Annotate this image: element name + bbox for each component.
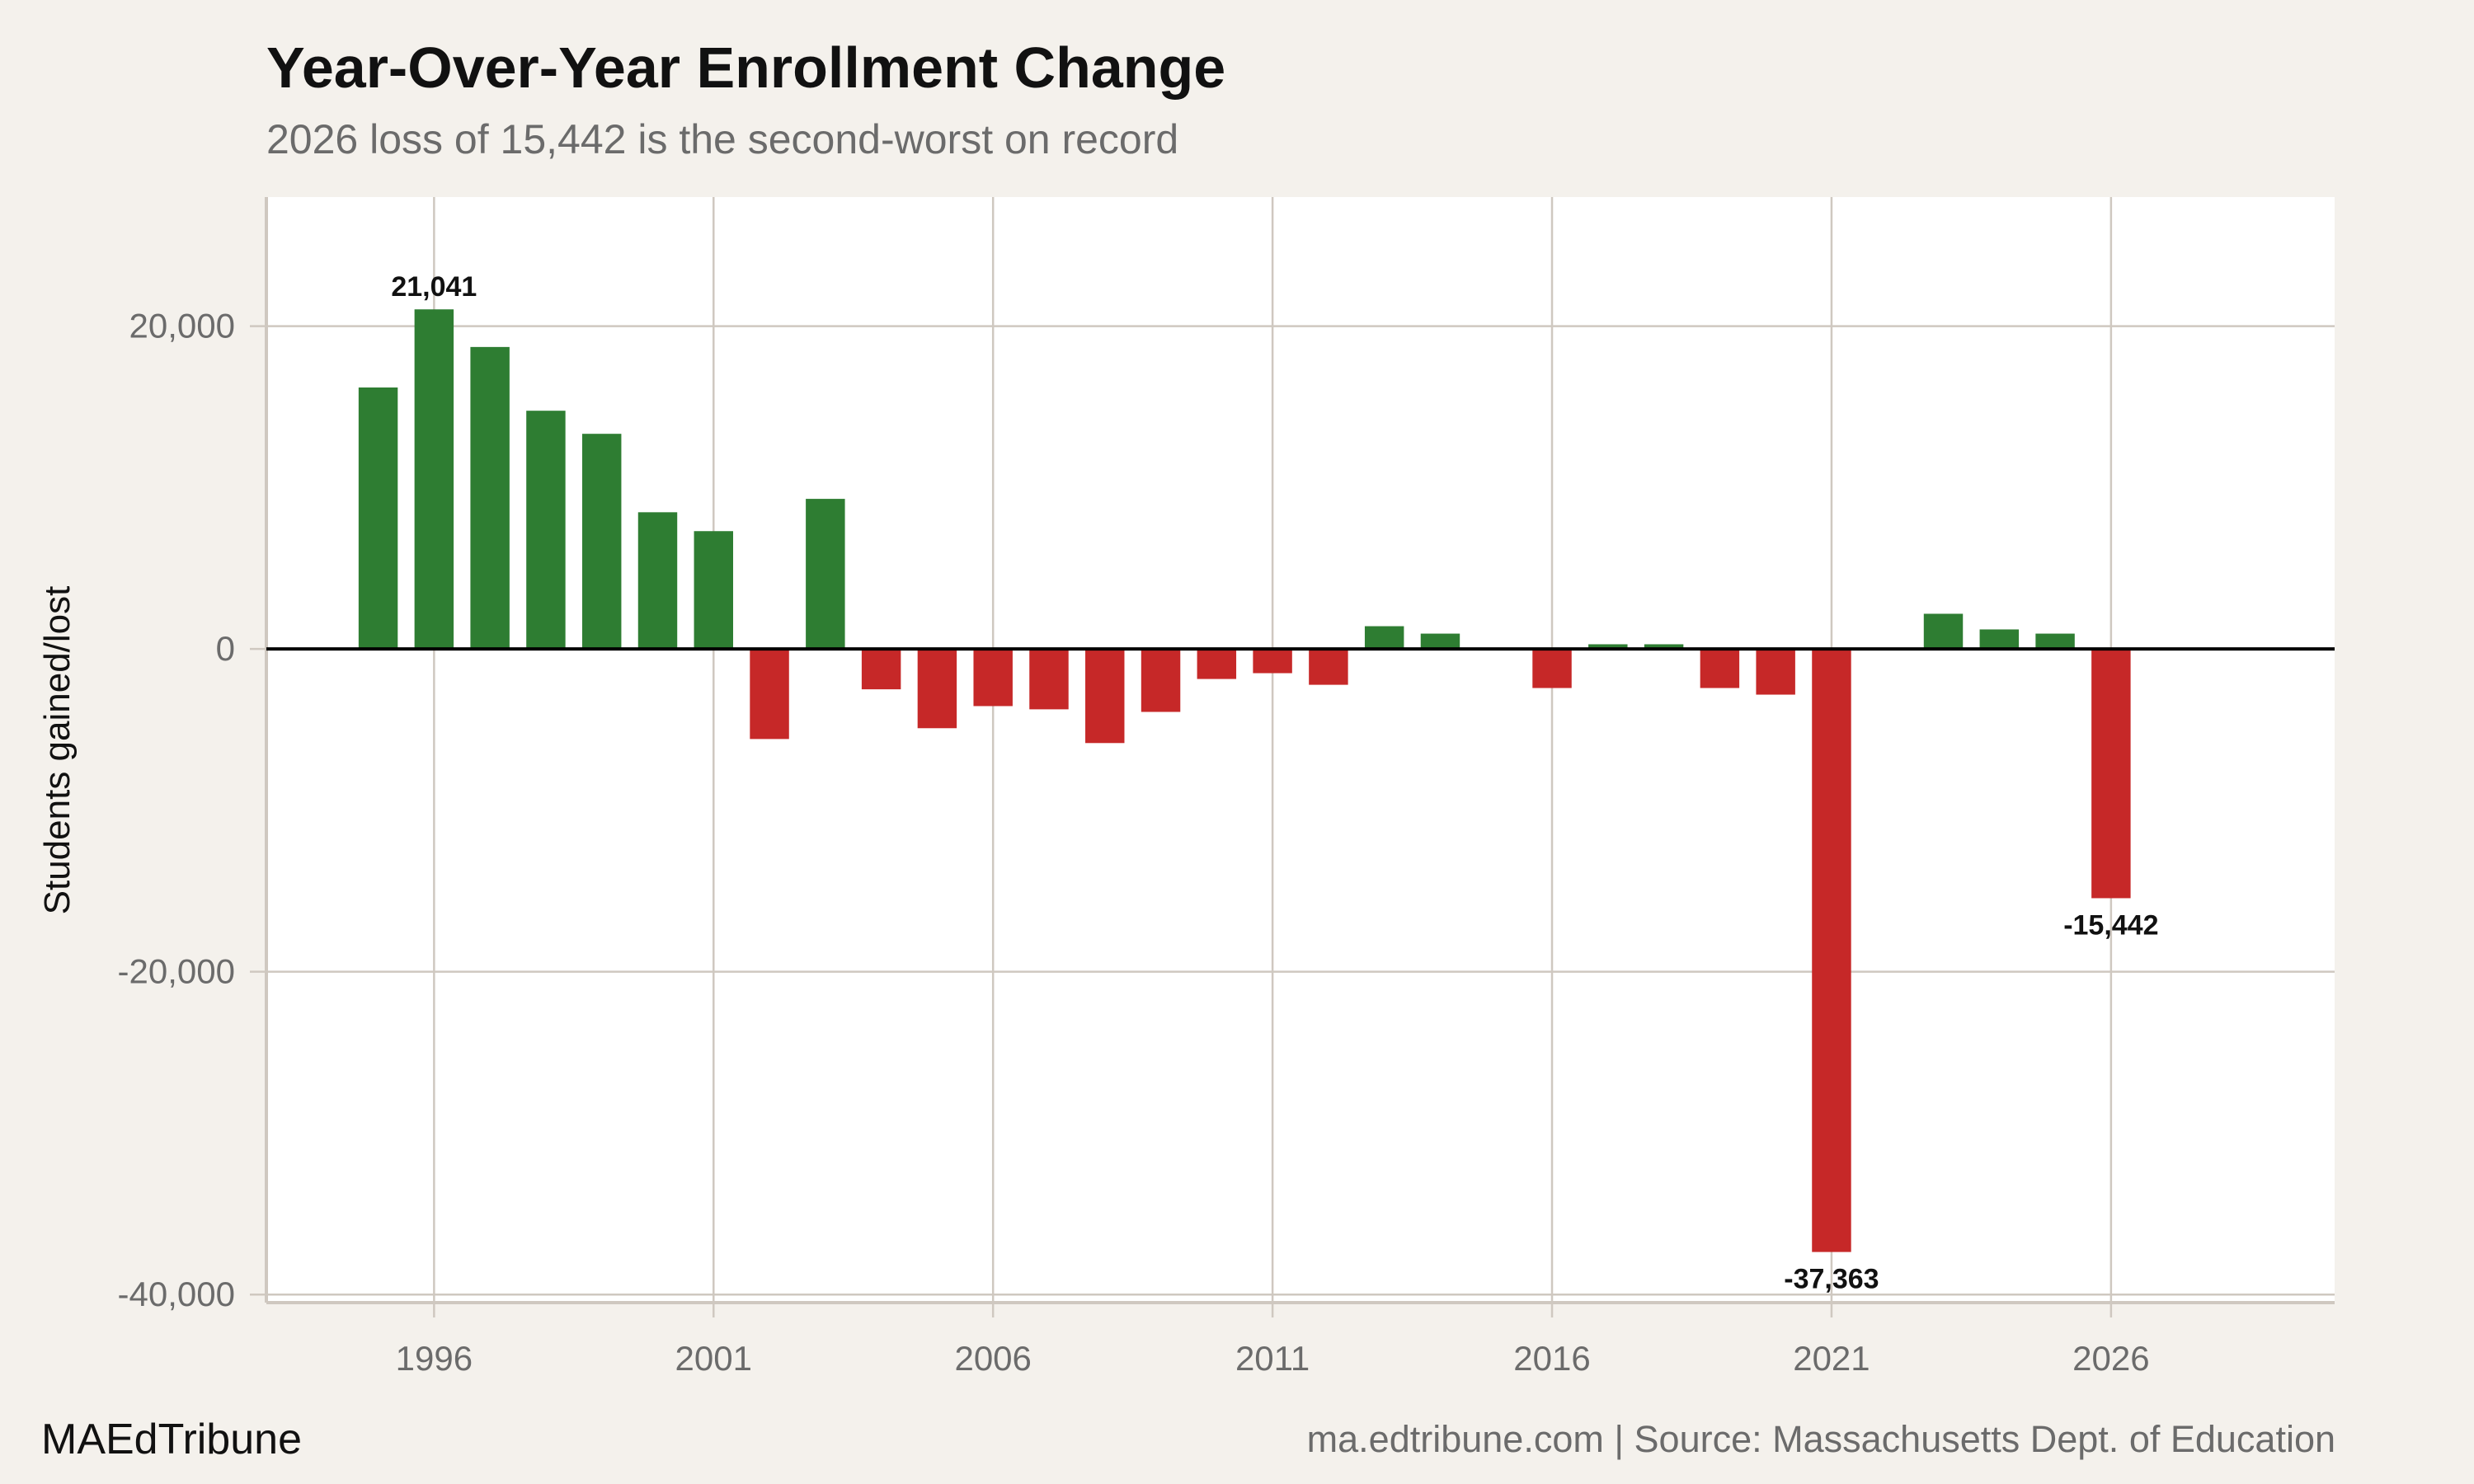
bar-2025: [2035, 633, 2075, 650]
bar-2010: [1197, 649, 1237, 679]
data-label-1996: 21,041: [391, 271, 477, 303]
brand-logo-text: MAEdTribune: [41, 1416, 302, 1463]
x-tick-label: 2021: [1793, 1339, 1870, 1378]
bar-2005: [917, 649, 957, 729]
x-tick-label: 2016: [1513, 1339, 1590, 1378]
x-tick-label: 2001: [675, 1339, 752, 1378]
bar-2020: [1756, 649, 1795, 695]
bar-2017: [1588, 644, 1628, 650]
x-tick-label: 2026: [2072, 1339, 2149, 1378]
bar-1999: [581, 434, 622, 650]
plot-panel: [266, 197, 2335, 1303]
bar-2026: [2091, 649, 2131, 899]
bar-2006: [973, 649, 1013, 707]
x-tick-label: 1996: [396, 1339, 473, 1378]
bar-1996: [414, 309, 454, 650]
bar-2004: [861, 649, 901, 690]
chart-title: Year-Over-Year Enrollment Change: [266, 35, 1226, 100]
bar-2009: [1141, 649, 1181, 712]
bar-2001: [694, 531, 733, 650]
bar-2013: [1364, 626, 1404, 650]
bar-2021: [1812, 649, 1851, 1252]
bar-1998: [526, 411, 566, 650]
bar-1995: [358, 387, 398, 650]
bar-2016: [1532, 649, 1572, 688]
bar-2012: [1309, 649, 1348, 685]
data-label-2026: -15,442: [2063, 909, 2158, 941]
bar-2007: [1029, 649, 1069, 710]
bar-2018: [1644, 644, 1684, 650]
bar-2011: [1253, 649, 1292, 674]
bar-2008: [1085, 649, 1125, 744]
chart-subtitle: 2026 loss of 15,442 is the second-worst …: [266, 116, 1179, 162]
y-tick-label: 0: [216, 629, 235, 668]
data-label-2021: -37,363: [1784, 1264, 1879, 1295]
y-tick-label: -40,000: [118, 1275, 235, 1313]
bar-2024: [1979, 629, 2020, 650]
x-tick-label: 2011: [1235, 1339, 1310, 1378]
bar-1997: [470, 346, 510, 650]
y-axis-label: Students gained/lost: [37, 586, 78, 915]
bar-2002: [750, 649, 789, 740]
bar-2023: [1923, 613, 1964, 650]
y-tick-label: 20,000: [129, 307, 235, 345]
bar-2019: [1700, 649, 1740, 688]
bar-2014: [1420, 633, 1460, 650]
bar-2003: [806, 499, 845, 650]
bar-2000: [637, 512, 678, 650]
source-note: ma.edtribune.com | Source: Massachusetts…: [1306, 1418, 2335, 1460]
x-tick-label: 2006: [954, 1339, 1031, 1378]
y-tick-label: -20,000: [118, 952, 235, 991]
